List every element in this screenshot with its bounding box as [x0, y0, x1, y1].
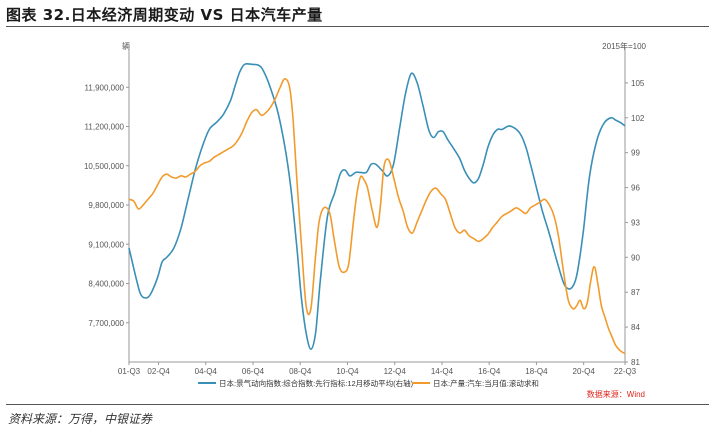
right-axis-unit: 2015年=100: [602, 41, 646, 51]
left-tick-label: 8,400,000: [88, 280, 124, 289]
right-tick-label: 99: [631, 149, 640, 158]
left-tick-label: 11,900,000: [85, 83, 125, 92]
x-tick-label: 10-Q4: [336, 367, 359, 376]
x-axis-ticks: 01-Q3 02-Q4 04-Q4 06-Q4 08-Q4 10-Q4 12-Q4 14-Q4…: [118, 362, 637, 376]
x-tick-label: 20-Q4: [573, 367, 596, 376]
x-tick-label: 08-Q4: [289, 367, 312, 376]
legend-label-car-production: 日本:产量:汽车:当月值:滚动求和: [433, 378, 539, 388]
left-tick-label: 10,500,000: [84, 162, 125, 171]
left-tick-label: 7,700,000: [88, 319, 124, 328]
x-tick-label: 01-Q3: [118, 367, 141, 376]
right-tick-label: 102: [631, 114, 645, 123]
right-tick-label: 87: [631, 288, 640, 297]
x-tick-label: 14-Q4: [431, 367, 454, 376]
right-axis-ticks: 81 84 87 90 93 96 99 102 105: [625, 79, 645, 367]
x-tick-label: 04-Q4: [195, 367, 218, 376]
left-tick-label: 11,200,000: [85, 123, 125, 132]
legend-label-leading-index: 日本:景气动向指数:综合指数:先行指标:12月移动平均(右轴): [219, 378, 414, 388]
right-tick-label: 90: [631, 253, 640, 262]
legend: 日本:景气动向指数:综合指数:先行指标:12月移动平均(右轴) 日本:产量:汽车…: [198, 378, 539, 388]
right-tick-label: 96: [631, 184, 640, 193]
data-source-note: 数据来源：Wind: [587, 389, 645, 399]
right-tick-label: 105: [631, 79, 645, 88]
series-line-leading-index: [128, 62, 626, 350]
x-tick-label: 18-Q4: [525, 367, 548, 376]
right-tick-label: 81: [631, 358, 640, 367]
left-tick-label: 9,100,000: [88, 240, 124, 249]
right-tick-label: 84: [631, 323, 640, 332]
x-tick-label: 06-Q4: [242, 367, 265, 376]
x-tick-label: 16-Q4: [478, 367, 501, 376]
title-divider: [6, 26, 709, 27]
series-lines: [128, 62, 626, 355]
series-line-car-production: [128, 78, 626, 355]
right-tick-label: 93: [631, 218, 640, 227]
figure-title: 图表 32.日本经济周期变动 VS 日本汽车产量: [6, 6, 323, 24]
x-tick-label: 02-Q4: [147, 367, 170, 376]
left-axis-unit: 辆: [122, 41, 130, 51]
x-tick-label: 12-Q4: [384, 367, 407, 376]
left-axis-ticks: 7,700,000 8,400,000 9,100,000 9,800,000 10,5…: [84, 83, 129, 328]
left-tick-label: 9,800,000: [88, 201, 124, 210]
source-divider: [6, 404, 709, 405]
line-chart: 辆 2015年=100 7,700,000 8,400,000 9,100,000 9…: [84, 41, 647, 399]
x-tick-label: 22-Q3: [614, 367, 637, 376]
source-text: 资料来源：万得，中银证券: [8, 412, 153, 426]
